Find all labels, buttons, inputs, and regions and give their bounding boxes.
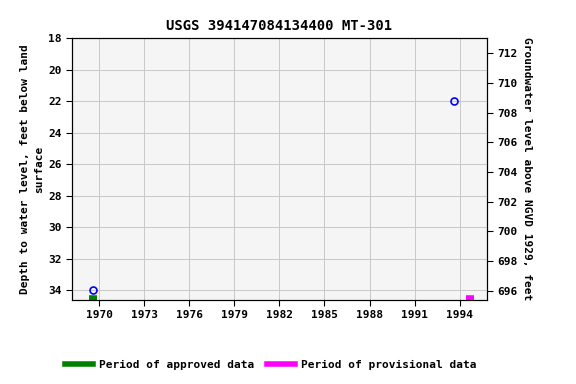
Title: USGS 394147084134400 MT-301: USGS 394147084134400 MT-301 [166, 19, 392, 33]
Y-axis label: Depth to water level, feet below land
surface: Depth to water level, feet below land su… [20, 44, 44, 294]
Legend: Period of approved data, Period of provisional data: Period of approved data, Period of provi… [61, 356, 480, 375]
Y-axis label: Groundwater level above NGVD 1929, feet: Groundwater level above NGVD 1929, feet [521, 37, 532, 301]
